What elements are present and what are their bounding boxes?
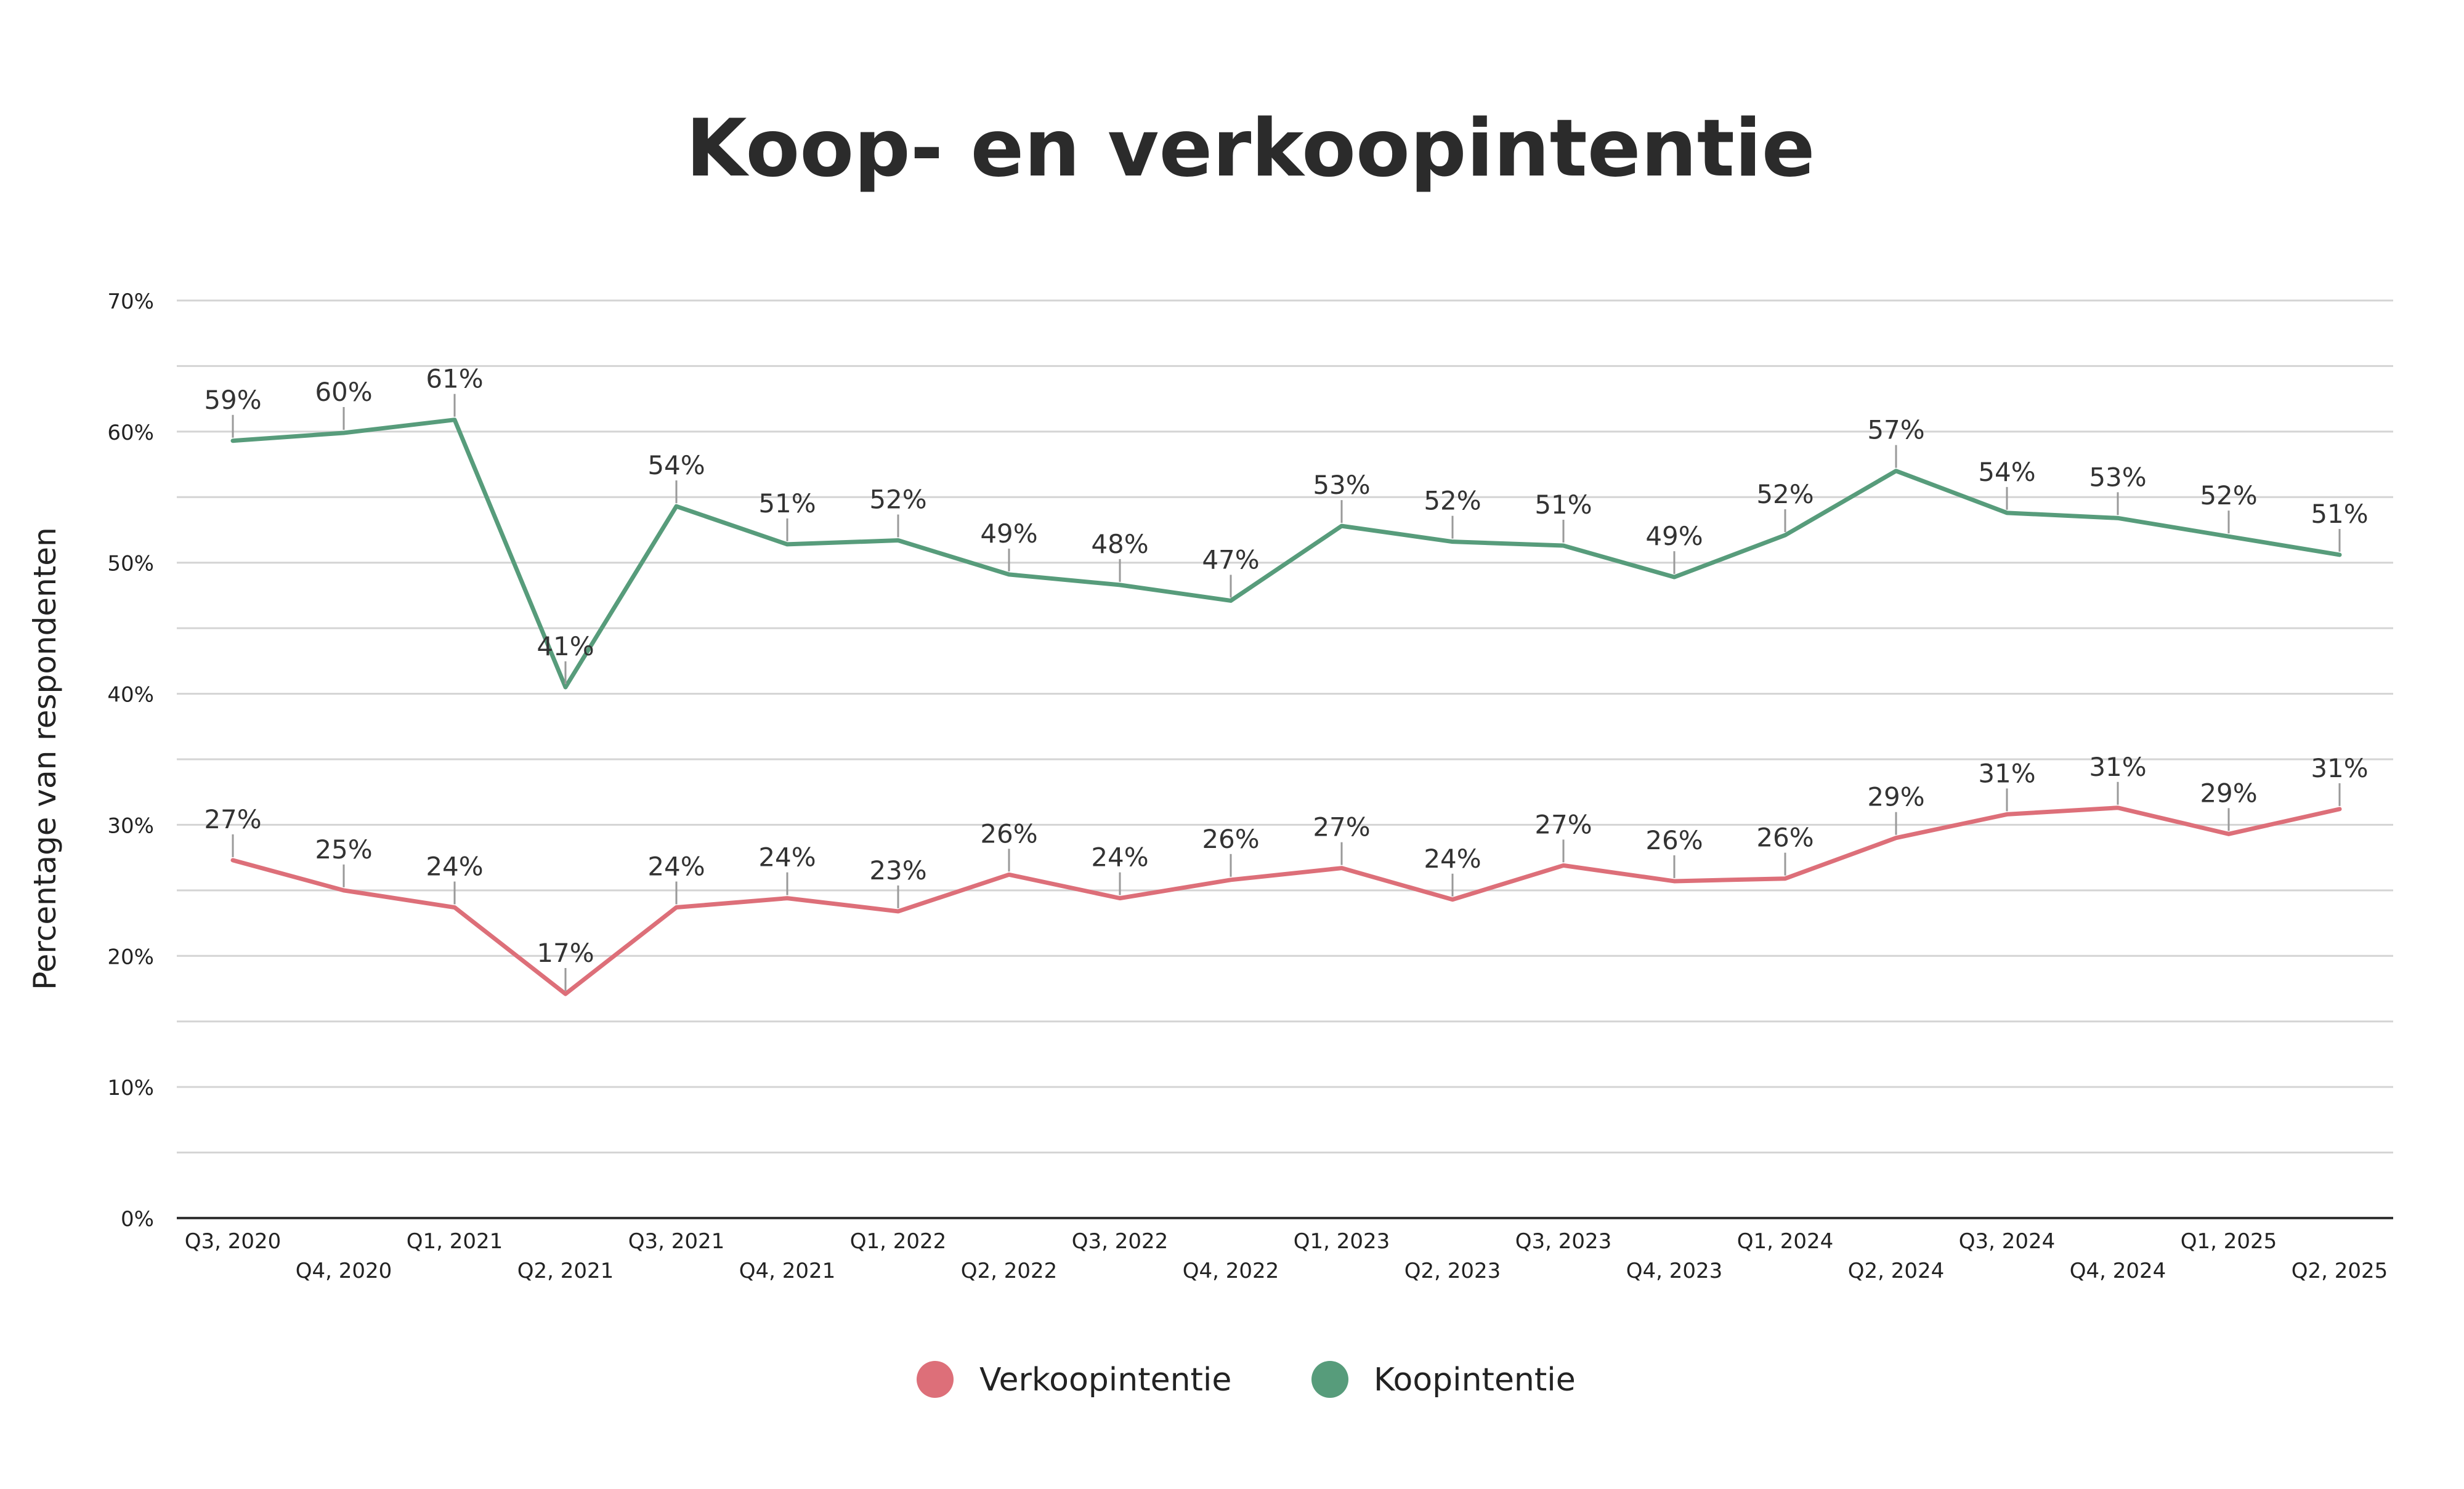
x-tick-label: Q4, 2020 [296,1259,392,1283]
verkoopintentie-data-label: 24% [426,852,483,882]
x-tick-label: Q2, 2023 [1404,1259,1501,1283]
y-tick-label: 10% [107,1076,154,1100]
koopintentie-data-label: 52% [1424,486,1481,516]
x-tick-label: Q3, 2022 [1072,1229,1169,1254]
verkoopintentie-data-label: 29% [2200,778,2257,808]
verkoopintentie-data-label: 25% [315,834,372,865]
verkoopintentie-data-label: 23% [869,855,926,886]
y-tick-label: 40% [107,683,154,708]
legend: Verkoopintentie Koopintentie [917,1361,1576,1398]
koopintentie-legend-marker [1311,1361,1348,1398]
verkoopintentie-data-label: 26% [1202,824,1259,854]
koopintentie-data-label: 49% [1645,521,1703,551]
x-tick-label: Q1, 2021 [407,1229,503,1254]
y-tick-label: 50% [107,552,154,576]
verkoopintentie-data-label: 24% [758,842,816,873]
series-layer [230,418,2342,996]
verkoopintentie-line [230,805,2342,996]
verkoopintentie-data-label: 27% [1534,809,1592,839]
chart-title: Koop- en verkoopintentie [686,103,1815,195]
x-tick-label: Q3, 2020 [185,1229,282,1254]
koopintentie-data-label: 51% [2311,499,2368,529]
koopintentie-legend-label: Koopintentie [1374,1362,1576,1398]
x-tick-label: Q2, 2025 [2292,1259,2388,1283]
data-labels: 27% 25% 24% 17% 24% 24% 23% 26% 24% 26% 27% 24% 27% 2… [204,364,2369,991]
verkoopintentie-data-label: 26% [1756,823,1814,853]
x-tick-label: Q2, 2021 [517,1259,614,1283]
verkoopintentie-data-label: 29% [1867,782,1924,812]
x-tick-label: Q4, 2021 [739,1259,836,1283]
x-axis-ticks: Q3, 2020 Q4, 2020 Q1, 2021 Q2, 2021 Q3, 2021… [185,1229,2388,1283]
koopintentie-data-label: 52% [869,485,926,515]
verkoopintentie-data-label: 24% [1424,844,1481,874]
verkoopintentie-data-label: 26% [1645,825,1703,855]
verkoopintentie-data-label: 24% [647,852,705,882]
verkoopintentie-data-label: 27% [1313,812,1370,842]
verkoopintentie-data-label: 17% [537,938,594,968]
verkoopintentie-data-label: 31% [2089,752,2146,782]
koopintentie-data-label: 57% [1867,415,1924,445]
verkoopintentie-data-label: 24% [1091,842,1148,873]
koopintentie-data-label: 59% [204,385,261,415]
x-tick-label: Q3, 2024 [1959,1229,2056,1254]
verkoopintentie-data-label: 27% [204,804,261,834]
verkoopintentie-legend-label: Verkoopintentie [979,1362,1231,1398]
x-tick-label: Q2, 2022 [961,1259,1058,1283]
y-tick-label: 60% [107,421,154,445]
x-tick-label: Q1, 2023 [1294,1229,1390,1254]
x-tick-label: Q1, 2025 [2181,1229,2277,1254]
gridlines [177,299,2393,1154]
x-tick-label: Q3, 2021 [628,1229,725,1254]
x-tick-label: Q4, 2023 [1626,1259,1723,1283]
koopintentie-data-label: 41% [537,631,594,661]
x-tick-label: Q1, 2024 [1737,1229,1834,1254]
x-tick-label: Q4, 2022 [1183,1259,1279,1283]
koopintentie-line [230,418,2342,690]
koopintentie-data-label: 54% [647,450,705,480]
y-axis-ticks: 0% 10% 20% 30% 40% 50% 60% 70% [107,289,154,1232]
koopintentie-data-label: 54% [1978,457,2035,487]
koopintentie-data-label: 61% [426,364,483,394]
koopintentie-data-label: 53% [2089,462,2146,492]
verkoopintentie-legend-marker [917,1361,954,1398]
x-tick-label: Q1, 2022 [850,1229,947,1254]
y-tick-label: 0% [121,1207,154,1232]
y-axis-label: Percentage van respondenten [27,527,63,990]
verkoopintentie-data-label: 31% [1978,758,2035,788]
verkoopintentie-data-label: 31% [2311,753,2368,783]
koopintentie-data-label: 48% [1091,529,1148,559]
x-tick-label: Q3, 2023 [1515,1229,1612,1254]
koopintentie-data-label: 60% [315,377,372,407]
koopintentie-data-label: 51% [1534,490,1592,520]
koopintentie-data-label: 52% [2200,480,2257,510]
x-tick-label: Q2, 2024 [1848,1259,1945,1283]
y-tick-label: 70% [107,289,154,314]
koopintentie-data-label: 49% [980,519,1037,549]
koopintentie-data-label: 47% [1202,544,1259,575]
x-tick-label: Q4, 2024 [2070,1259,2166,1283]
koopintentie-data-label: 52% [1756,479,1814,509]
verkoopintentie-data-label: 26% [980,818,1037,849]
y-tick-label: 20% [107,945,154,969]
koopintentie-data-label: 51% [758,488,816,519]
koopintentie-data-label: 53% [1313,470,1370,500]
y-tick-label: 30% [107,813,154,838]
